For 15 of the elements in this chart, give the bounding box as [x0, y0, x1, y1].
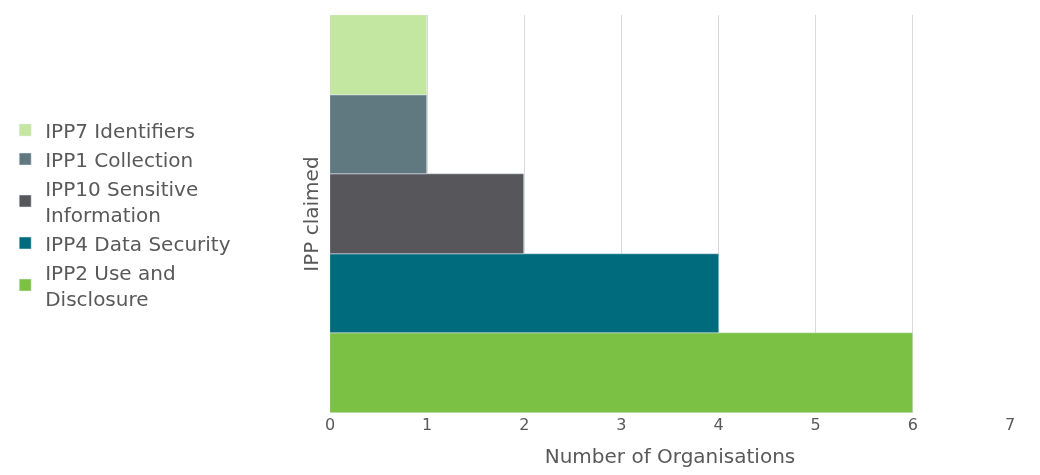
- legend-label: IPP4 Data Security: [45, 231, 231, 256]
- x-tick-label: 6: [907, 415, 918, 434]
- legend-label: IPP1 Collection: [45, 147, 194, 172]
- legend-label: IPP10 Sensitive Information: [45, 176, 199, 227]
- x-tick-label: 4: [713, 415, 724, 434]
- x-axis-title: Number of Organisations: [544, 443, 796, 468]
- x-tick-label: 0: [324, 415, 336, 434]
- x-tick-label: 5: [810, 415, 821, 434]
- y-axis-title: IPP claimed: [298, 156, 323, 272]
- x-tick-label: 2: [519, 415, 530, 434]
- x-tick-label: 3: [616, 415, 627, 434]
- x-tick-label: 7: [1004, 415, 1016, 434]
- legend-label: IPP2 Use and Disclosure: [45, 260, 176, 311]
- legend-label: IPP7 Identifiers: [45, 118, 195, 143]
- x-tick-label: 1: [422, 415, 433, 434]
